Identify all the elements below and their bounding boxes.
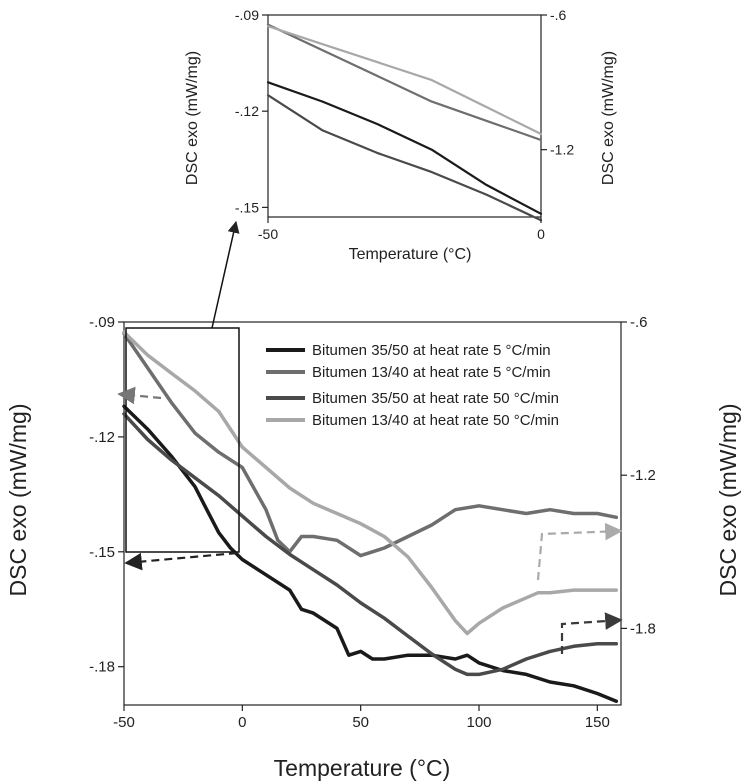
legend-label-2: Bitumen 13/40 at heat rate 5 °C/min <box>312 364 551 381</box>
main-ticks-layer: -50 0 50 100 150 -.09 -.12 -.15 -.18 -.6 -1.2 -1.8 <box>89 314 656 731</box>
main-x-tick-label: 50 <box>352 714 369 731</box>
inset-plot-frame <box>267 14 542 218</box>
inset-series-layer <box>266 23 543 222</box>
main-y2-tick-label: -.6 <box>630 314 648 331</box>
legend-entry-1: Bitumen 35/50 at heat rate 5 °C/min <box>266 342 551 359</box>
inset-y2-tick-label: -.6 <box>550 7 567 23</box>
legend-entry-3: Bitumen 35/50 at heat rate 50 °C/min <box>266 390 559 407</box>
inset-y2-axis-title: DSC exo (mW/mg) <box>600 51 617 185</box>
legend-label-4: Bitumen 13/40 at heat rate 50 °C/min <box>312 412 559 429</box>
main-y-tick-label: -.18 <box>89 659 115 676</box>
inset-y-tick-label: -.09 <box>235 7 259 23</box>
axis-arrow-series-1 <box>124 551 238 571</box>
main-x-tick-label: 150 <box>585 714 610 731</box>
legend-entry-4: Bitumen 13/40 at heat rate 50 °C/min <box>266 412 559 429</box>
inset-x-axis-title: Temperature (°C) <box>349 246 472 263</box>
main-series-2-line <box>122 331 619 558</box>
main-series-1-line <box>122 404 619 703</box>
legend-label-3: Bitumen 35/50 at heat rate 50 °C/min <box>312 390 559 407</box>
inset-series-1-line <box>266 81 543 215</box>
axis-arrow-series-2 <box>117 386 162 405</box>
main-y-axis-title: DSC exo (mW/mg) <box>5 404 31 597</box>
main-y-tick-label: -.12 <box>89 429 115 446</box>
axis-arrow-series-4 <box>536 522 623 581</box>
inset-chart: -50 0 -.09 -.12 -.15 -.6 -1.2 Temperature (°C)… <box>184 7 617 263</box>
inset-y-tick-label: -.12 <box>235 103 259 119</box>
inset-y-tick-label: -.15 <box>235 199 259 215</box>
axis-arrow-series-3 <box>560 612 623 654</box>
inset-series-4-line <box>266 25 543 136</box>
inset-y-axis-title: DSC exo (mW/mg) <box>184 51 201 185</box>
inset-y2-tick-label: -1.2 <box>550 142 574 158</box>
inset-series-3-line <box>266 94 543 222</box>
inset-x-tick-label: -50 <box>258 226 278 242</box>
legend-entry-2: Bitumen 13/40 at heat rate 5 °C/min <box>266 364 551 381</box>
main-y-tick-label: -.09 <box>89 314 115 331</box>
legend-label-1: Bitumen 35/50 at heat rate 5 °C/min <box>312 342 551 359</box>
main-x-tick-label: -50 <box>113 714 135 731</box>
main-x-tick-label: 0 <box>238 714 246 731</box>
inset-series-2-line <box>266 23 543 142</box>
main-series-3-line <box>122 412 619 677</box>
legend: Bitumen 35/50 at heat rate 5 °C/min Bitu… <box>266 342 559 429</box>
main-y-tick-label: -.15 <box>89 544 115 561</box>
main-series-layer <box>122 330 619 703</box>
inset-x-tick-label: 0 <box>537 226 545 242</box>
zoom-to-inset-arrow <box>211 220 240 329</box>
main-x-axis-title: Temperature (°C) <box>274 755 451 781</box>
main-y2-axis-title: DSC exo (mW/mg) <box>715 404 741 597</box>
main-plot-frame <box>123 321 622 706</box>
main-series-4-line <box>122 330 619 636</box>
zoom-region-box <box>125 327 240 553</box>
main-y2-tick-label: -1.2 <box>630 467 656 484</box>
main-chart: -50 0 50 100 150-.09-.12-.15-.18-.6-1.2-1.8 … <box>5 220 741 781</box>
main-y2-tick-label: -1.8 <box>630 620 656 637</box>
inset-ticks-layer: -50 0 -.09 -.12 -.15 -.6 -1.2 <box>235 7 574 242</box>
main-x-tick-label: 100 <box>466 714 491 731</box>
